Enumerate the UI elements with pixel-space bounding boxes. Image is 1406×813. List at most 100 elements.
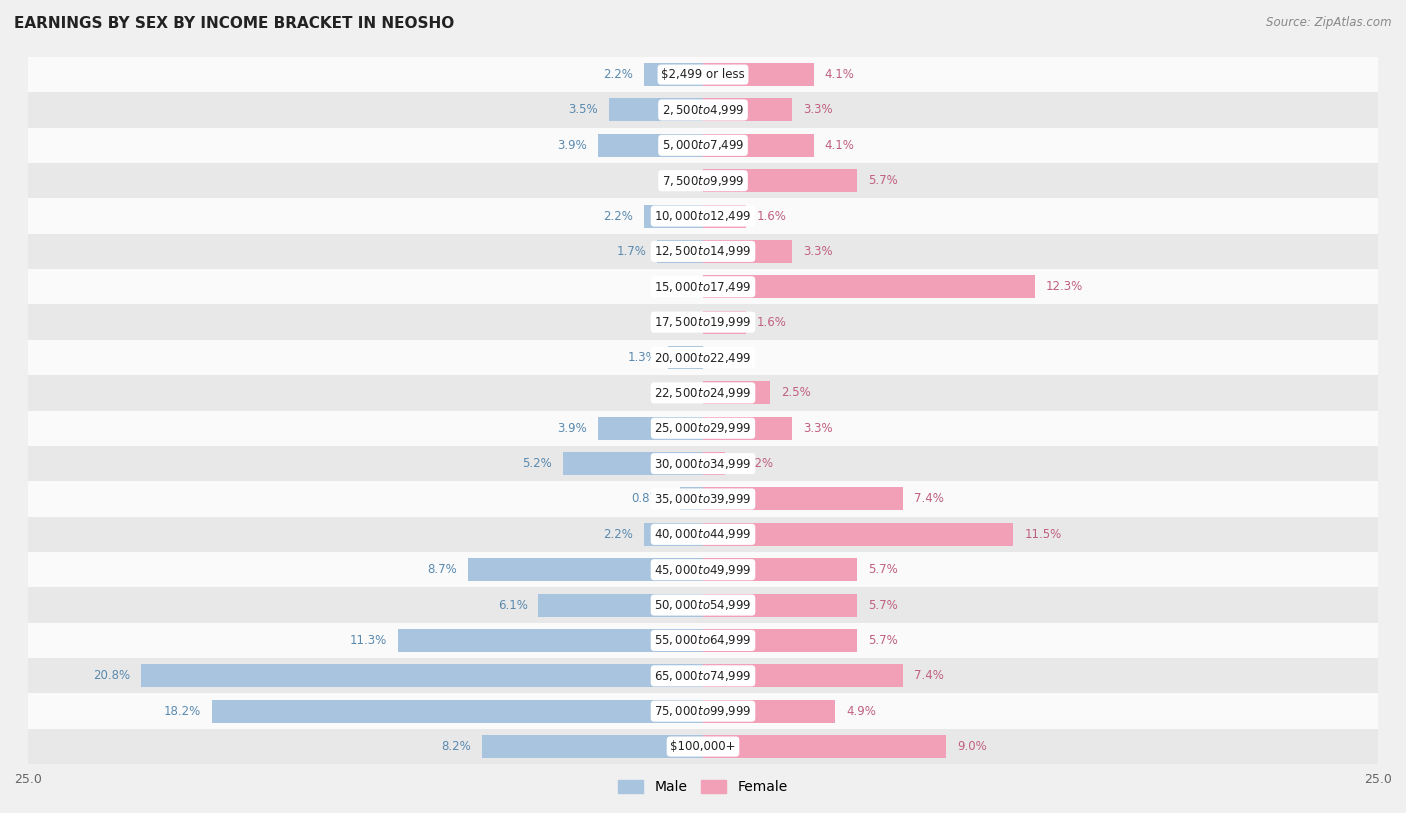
Bar <box>28 92 1378 128</box>
Text: 3.3%: 3.3% <box>803 245 832 258</box>
Text: 5.7%: 5.7% <box>868 174 897 187</box>
Text: $15,000 to $17,499: $15,000 to $17,499 <box>654 280 752 293</box>
Text: 0.0%: 0.0% <box>714 351 744 364</box>
Bar <box>657 240 703 263</box>
Bar <box>212 700 703 723</box>
Text: $12,500 to $14,999: $12,500 to $14,999 <box>654 245 752 259</box>
Text: 1.3%: 1.3% <box>627 351 657 364</box>
Text: 2.2%: 2.2% <box>603 528 633 541</box>
Text: 2.2%: 2.2% <box>603 68 633 81</box>
Text: $17,500 to $19,999: $17,500 to $19,999 <box>654 315 752 329</box>
Bar <box>703 276 1035 298</box>
Text: 2.2%: 2.2% <box>603 210 633 223</box>
Bar <box>703 205 747 228</box>
Text: 2.5%: 2.5% <box>782 386 811 399</box>
Text: 0.0%: 0.0% <box>662 315 692 328</box>
Text: 7.4%: 7.4% <box>914 493 943 506</box>
Bar <box>703 593 856 616</box>
Text: 5.7%: 5.7% <box>868 563 897 576</box>
Text: 3.9%: 3.9% <box>557 422 586 435</box>
Legend: Male, Female: Male, Female <box>613 775 793 800</box>
Text: $35,000 to $39,999: $35,000 to $39,999 <box>654 492 752 506</box>
Text: 0.82%: 0.82% <box>735 457 773 470</box>
Bar <box>703 559 856 581</box>
Text: 1.7%: 1.7% <box>616 245 647 258</box>
Bar <box>28 446 1378 481</box>
Text: $2,500 to $4,999: $2,500 to $4,999 <box>662 103 744 117</box>
Bar <box>28 587 1378 623</box>
Bar <box>703 629 856 652</box>
Bar <box>28 729 1378 764</box>
Text: 5.7%: 5.7% <box>868 598 897 611</box>
Bar <box>598 134 703 157</box>
Bar <box>703 134 814 157</box>
Text: 0.0%: 0.0% <box>662 386 692 399</box>
Bar <box>703 63 814 86</box>
Text: $30,000 to $34,999: $30,000 to $34,999 <box>654 457 752 471</box>
Text: 7.4%: 7.4% <box>914 669 943 682</box>
Text: 8.7%: 8.7% <box>427 563 457 576</box>
Bar <box>644 523 703 546</box>
Text: 0.0%: 0.0% <box>662 174 692 187</box>
Bar <box>668 346 703 369</box>
Text: 11.3%: 11.3% <box>350 634 387 647</box>
Text: 4.1%: 4.1% <box>824 68 855 81</box>
Bar <box>703 664 903 687</box>
Bar <box>703 417 792 440</box>
Bar <box>703 452 725 475</box>
Bar <box>398 629 703 652</box>
Bar <box>609 98 703 121</box>
Bar <box>28 659 1378 693</box>
Bar <box>482 735 703 758</box>
Text: 3.9%: 3.9% <box>557 139 586 152</box>
Text: 1.6%: 1.6% <box>756 210 787 223</box>
Text: 1.6%: 1.6% <box>756 315 787 328</box>
Text: EARNINGS BY SEX BY INCOME BRACKET IN NEOSHO: EARNINGS BY SEX BY INCOME BRACKET IN NEO… <box>14 16 454 31</box>
Text: 5.2%: 5.2% <box>522 457 551 470</box>
Bar <box>644 205 703 228</box>
Text: $50,000 to $54,999: $50,000 to $54,999 <box>654 598 752 612</box>
Text: 0.87%: 0.87% <box>631 493 669 506</box>
Text: 18.2%: 18.2% <box>163 705 201 718</box>
Text: 4.9%: 4.9% <box>846 705 876 718</box>
Text: $40,000 to $44,999: $40,000 to $44,999 <box>654 528 752 541</box>
Bar <box>468 559 703 581</box>
Bar <box>679 488 703 511</box>
Text: $25,000 to $29,999: $25,000 to $29,999 <box>654 421 752 435</box>
Text: $20,000 to $22,499: $20,000 to $22,499 <box>654 350 752 364</box>
Bar <box>28 411 1378 446</box>
Text: $55,000 to $64,999: $55,000 to $64,999 <box>654 633 752 647</box>
Bar <box>703 169 856 192</box>
Text: 0.0%: 0.0% <box>662 280 692 293</box>
Bar <box>538 593 703 616</box>
Text: $5,000 to $7,499: $5,000 to $7,499 <box>662 138 744 152</box>
Text: 6.1%: 6.1% <box>498 598 527 611</box>
Text: $75,000 to $99,999: $75,000 to $99,999 <box>654 704 752 718</box>
Bar <box>28 304 1378 340</box>
Text: $45,000 to $49,999: $45,000 to $49,999 <box>654 563 752 576</box>
Bar <box>703 98 792 121</box>
Bar <box>28 481 1378 517</box>
Text: $65,000 to $74,999: $65,000 to $74,999 <box>654 669 752 683</box>
Bar <box>28 552 1378 587</box>
Text: 3.5%: 3.5% <box>568 103 598 116</box>
Text: 11.5%: 11.5% <box>1024 528 1062 541</box>
Bar <box>142 664 703 687</box>
Bar <box>598 417 703 440</box>
Bar <box>28 163 1378 198</box>
Bar <box>644 63 703 86</box>
Bar <box>28 517 1378 552</box>
Bar <box>28 57 1378 92</box>
Text: $22,500 to $24,999: $22,500 to $24,999 <box>654 386 752 400</box>
Bar <box>703 488 903 511</box>
Text: 12.3%: 12.3% <box>1046 280 1083 293</box>
Text: 4.1%: 4.1% <box>824 139 855 152</box>
Bar <box>703 523 1014 546</box>
Text: 20.8%: 20.8% <box>94 669 131 682</box>
Bar <box>28 269 1378 304</box>
Bar <box>28 128 1378 163</box>
Bar <box>28 623 1378 658</box>
Bar <box>28 375 1378 411</box>
Bar <box>703 735 946 758</box>
Bar <box>28 340 1378 375</box>
